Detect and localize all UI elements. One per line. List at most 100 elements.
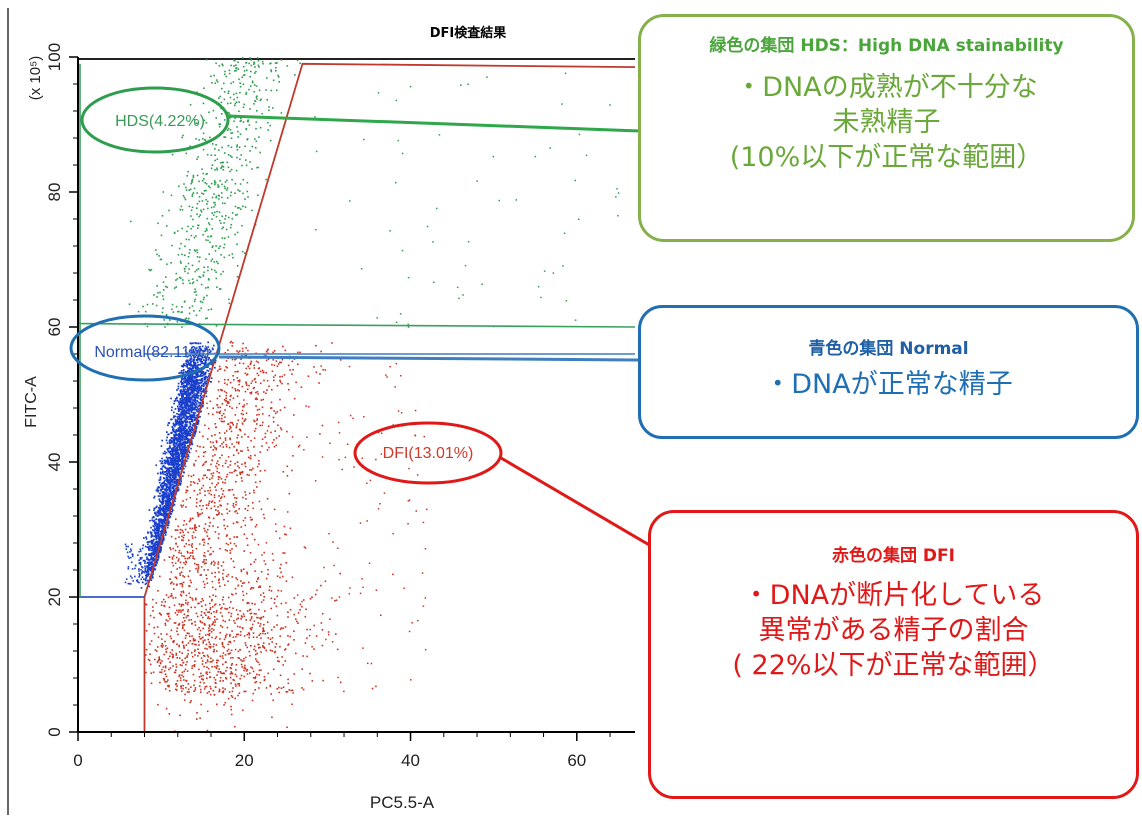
scatter-point [218, 571, 220, 573]
scatter-point [164, 488, 166, 490]
scatter-point [240, 659, 242, 661]
scatter-point [198, 669, 200, 671]
scatter-point [209, 487, 211, 489]
scatter-point [211, 477, 213, 479]
scatter-point [262, 61, 264, 63]
scatter-point [198, 456, 200, 458]
scatter-point [258, 414, 260, 416]
scatter-point [222, 203, 224, 205]
scatter-point [209, 603, 211, 605]
scatter-point [169, 473, 171, 475]
scatter-point [272, 442, 274, 444]
scatter-point [170, 495, 172, 497]
scatter-point [224, 119, 226, 121]
scatter-point [212, 407, 214, 409]
scatter-point [211, 628, 213, 630]
scatter-point [200, 308, 202, 310]
scatter-point [156, 296, 158, 298]
scatter-point [254, 620, 256, 622]
scatter-point [175, 669, 177, 671]
scatter-point [285, 626, 287, 628]
scatter-point [193, 177, 195, 179]
scatter-point [188, 683, 190, 685]
scatter-point [279, 692, 281, 694]
scatter-point [154, 659, 156, 661]
scatter-point [194, 621, 196, 623]
scatter-point [262, 413, 264, 415]
scatter-point [178, 410, 180, 412]
scatter-point [238, 585, 240, 587]
scatter-point [260, 633, 262, 635]
scatter-point [197, 256, 199, 258]
scatter-point [328, 634, 330, 636]
scatter-point [223, 166, 225, 168]
scatter-point [169, 690, 171, 692]
scatter-point [286, 431, 288, 433]
scatter-point [260, 383, 262, 385]
scatter-point [166, 263, 168, 265]
scatter-point [259, 625, 261, 627]
scatter-point [235, 504, 237, 506]
scatter-point [157, 510, 159, 512]
scatter-point [171, 473, 173, 475]
scatter-point [264, 647, 266, 649]
scatter-point [285, 602, 287, 604]
scatter-point [282, 346, 284, 348]
scatter-point [184, 558, 186, 560]
scatter-point [185, 561, 187, 563]
scatter-point [253, 632, 255, 634]
scatter-point [181, 456, 183, 458]
scatter-point [233, 121, 235, 123]
scatter-point [199, 379, 201, 381]
scatter-point [315, 480, 317, 482]
scatter-point [224, 188, 226, 190]
scatter-point [171, 309, 173, 311]
scatter-point [169, 713, 171, 715]
scatter-point [180, 386, 182, 388]
scatter-point [194, 292, 196, 294]
scatter-point [376, 590, 378, 592]
scatter-point [280, 564, 282, 566]
scatter-point [210, 490, 212, 492]
scatter-point [215, 250, 217, 252]
scatter-point [287, 511, 289, 513]
scatter-point [200, 301, 202, 303]
scatter-point [185, 406, 187, 408]
scatter-point [233, 620, 235, 622]
scatter-point [215, 489, 217, 491]
scatter-point [160, 490, 162, 492]
scatter-point [380, 615, 382, 617]
scatter-point [309, 635, 311, 637]
scatter-point [212, 197, 214, 199]
scatter-point [215, 509, 217, 511]
scatter-point [353, 466, 355, 468]
scatter-point [222, 237, 224, 239]
scatter-point [426, 509, 428, 511]
scatter-point [249, 76, 251, 78]
scatter-point [169, 661, 171, 663]
scatter-point [369, 563, 371, 565]
scatter-point [281, 429, 283, 431]
scatter-point [292, 692, 294, 694]
scatter-point [292, 690, 294, 692]
scatter-point [259, 664, 261, 666]
scatter-point [218, 186, 220, 188]
scatter-point [295, 653, 297, 655]
scatter-point [228, 649, 230, 651]
scatter-point [150, 615, 152, 617]
scatter-point [219, 220, 221, 222]
scatter-point [329, 618, 331, 620]
plot-frame [8, 8, 635, 815]
scatter-point [255, 71, 257, 73]
scatter-point [205, 451, 207, 453]
scatter-point [269, 415, 271, 417]
scatter-point [206, 532, 208, 534]
scatter-point [224, 370, 226, 372]
scatter-point [205, 140, 207, 142]
scatter-point [396, 363, 398, 365]
scatter-point [226, 508, 228, 510]
scatter-point [241, 450, 243, 452]
scatter-point [242, 348, 244, 350]
scatter-point [162, 295, 164, 297]
scatter-point [250, 458, 252, 460]
